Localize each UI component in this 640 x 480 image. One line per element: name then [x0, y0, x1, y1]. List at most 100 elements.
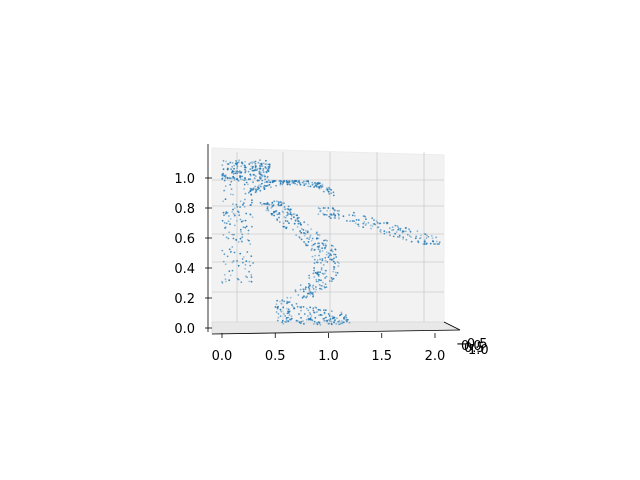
- scatter-point: [225, 211, 228, 214]
- scatter-point: [386, 222, 389, 224]
- scatter-point: [353, 211, 355, 214]
- scatter-point: [229, 218, 232, 220]
- scatter-point: [250, 204, 252, 206]
- scatter-point: [288, 209, 291, 212]
- scatter-point: [223, 273, 226, 276]
- scatter-point: [221, 249, 224, 252]
- scatter-point: [241, 258, 244, 260]
- scatter-point: [307, 180, 309, 182]
- scatter-point: [300, 320, 303, 323]
- scatter-point: [232, 208, 234, 211]
- scatter-points: [221, 159, 441, 326]
- scatter-point: [242, 202, 245, 205]
- scatter-point: [279, 182, 282, 185]
- scatter-point: [332, 260, 335, 263]
- scatter-point: [300, 227, 303, 230]
- scatter-point: [239, 218, 242, 221]
- scatter-point: [334, 214, 337, 217]
- scatter-point: [229, 177, 231, 180]
- scatter-point: [313, 276, 316, 278]
- scatter-point: [247, 183, 249, 186]
- scatter-point: [287, 301, 290, 304]
- scatter-point: [276, 200, 278, 203]
- scatter-point: [275, 311, 278, 313]
- scatter-point: [239, 228, 242, 231]
- scatter-point: [324, 239, 327, 242]
- scatter-point: [243, 188, 246, 190]
- scatter-point: [309, 293, 312, 296]
- scatter-point: [356, 223, 359, 226]
- scatter-point: [419, 237, 421, 240]
- scatter-point: [286, 296, 289, 299]
- scatter-point: [230, 168, 233, 171]
- scatter-point: [317, 308, 320, 311]
- scatter-point: [383, 230, 386, 233]
- scatter-point: [284, 208, 286, 211]
- scatter-point: [324, 283, 327, 285]
- scatter-point: [236, 178, 239, 181]
- scatter-point: [270, 186, 272, 189]
- scatter-point: [290, 217, 293, 220]
- scatter-point: [232, 237, 235, 240]
- scatter-point: [311, 247, 313, 250]
- scatter-point: [308, 284, 311, 287]
- scatter-point: [323, 286, 326, 289]
- scatter-point: [221, 164, 224, 167]
- scatter-point: [309, 290, 312, 293]
- scatter-point: [252, 181, 254, 184]
- scatter-point: [229, 161, 232, 164]
- scatter-point: [362, 226, 365, 229]
- scatter-point: [322, 244, 325, 247]
- scatter-point: [261, 165, 264, 168]
- scatter-point: [287, 320, 290, 323]
- scatter-point: [239, 175, 242, 178]
- scatter-point: [293, 180, 296, 183]
- scatter-point: [319, 314, 322, 316]
- scatter-point: [424, 239, 426, 242]
- scatter-point: [240, 231, 242, 233]
- scatter-point: [398, 236, 401, 238]
- scatter-point: [228, 215, 230, 217]
- scatter-point: [249, 189, 252, 192]
- scatter-point: [242, 256, 245, 258]
- y-tick-label: 0.0: [461, 339, 482, 354]
- scatter-point: [315, 286, 317, 288]
- scatter-point: [288, 310, 291, 313]
- scatter-point: [332, 194, 335, 197]
- scatter-point: [318, 242, 321, 245]
- scatter-point: [234, 214, 236, 217]
- scatter-point: [266, 181, 269, 183]
- scatter-point: [308, 288, 311, 290]
- scatter-point: [398, 234, 401, 237]
- scatter-point: [248, 191, 250, 194]
- scatter-point: [321, 250, 324, 252]
- scatter-point: [314, 306, 317, 308]
- scatter-point: [222, 200, 225, 203]
- scatter-point: [324, 207, 327, 209]
- scatter-point: [332, 317, 334, 320]
- scatter-point: [389, 234, 391, 237]
- scatter-point: [333, 321, 335, 324]
- scatter-point: [317, 237, 320, 240]
- scatter-point: [314, 254, 317, 257]
- scatter-point: [296, 305, 299, 308]
- scatter-point: [277, 312, 280, 315]
- scatter-point: [243, 179, 246, 182]
- scatter-point: [324, 259, 327, 262]
- scatter-point: [325, 253, 328, 256]
- scatter-point: [306, 244, 309, 247]
- scatter-point: [308, 289, 311, 292]
- scatter-point: [318, 245, 321, 247]
- scatter-point: [316, 272, 319, 274]
- scatter-point: [244, 192, 247, 195]
- scatter-point: [242, 226, 245, 229]
- scatter-point: [308, 238, 310, 241]
- scatter-point: [305, 286, 307, 289]
- scatter-point: [251, 225, 253, 228]
- scatter-point: [319, 271, 321, 274]
- scatter-point: [221, 280, 223, 283]
- scatter-point: [371, 225, 374, 228]
- scatter-point: [331, 315, 333, 318]
- scatter-point: [321, 258, 324, 260]
- scatter-point: [264, 202, 267, 205]
